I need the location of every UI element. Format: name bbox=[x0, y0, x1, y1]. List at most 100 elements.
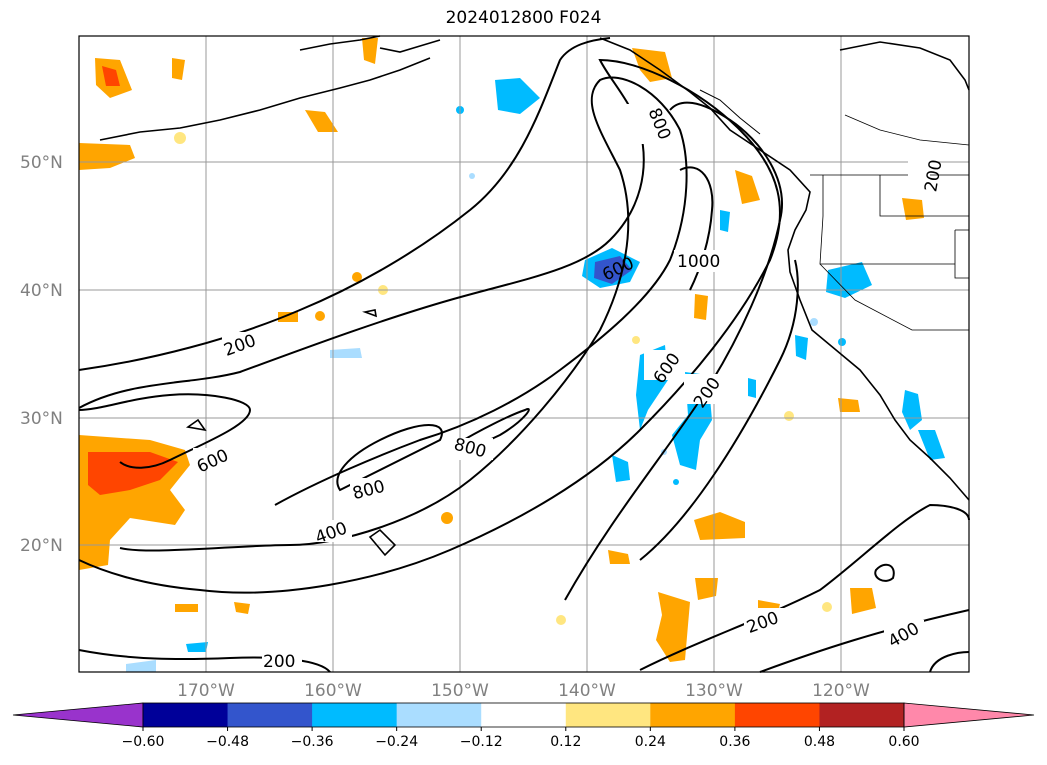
contour-line-800 bbox=[336, 424, 443, 492]
map-frame bbox=[78, 35, 970, 673]
colorbar-tick-label: 0.60 bbox=[888, 734, 919, 750]
anomaly-shading bbox=[79, 38, 945, 672]
contour-line-200 bbox=[639, 259, 799, 561]
contour-label-mask bbox=[744, 608, 786, 630]
colorbar-tick-label: 0.12 bbox=[550, 734, 581, 750]
positive-anomaly-area bbox=[695, 578, 718, 600]
negative-anomaly-area bbox=[720, 210, 730, 232]
negative-anomaly-area bbox=[495, 78, 540, 114]
contour-label-mask bbox=[644, 350, 678, 380]
positive-anomaly-area bbox=[234, 602, 250, 614]
positive-anomaly-area bbox=[694, 294, 708, 320]
colorbar-border bbox=[142, 702, 905, 728]
coastlines bbox=[99, 35, 970, 557]
contour-label-mask bbox=[674, 250, 726, 272]
colorbar-tick-label: 0.48 bbox=[804, 734, 835, 750]
latitude-labels: 50°N 40°N 30°N 20°N bbox=[20, 153, 63, 556]
negative-anomaly-area bbox=[748, 378, 756, 398]
weak-positive-anomaly-area bbox=[822, 602, 832, 612]
island bbox=[185, 418, 207, 432]
contour-label-mask bbox=[193, 448, 229, 468]
positive-anomaly-area bbox=[441, 512, 453, 524]
colorbar-extend-min bbox=[12, 702, 144, 728]
contour-labels: 800 600 1000 200 600 200 600 800 800 400… bbox=[193, 104, 947, 672]
weak-negative-anomaly-area bbox=[810, 318, 818, 326]
colorbar-tick-label: −0.24 bbox=[375, 734, 418, 750]
colorbar-tick-label: −0.48 bbox=[206, 734, 249, 750]
contour-label-mask bbox=[350, 478, 390, 500]
longitude-labels: 170°W 160°W 150°W 140°W 130°W 120°W bbox=[177, 681, 870, 701]
contour-label-mask bbox=[684, 374, 718, 404]
contour-label-mask bbox=[222, 332, 264, 354]
weak-positive-anomaly-area bbox=[632, 336, 640, 344]
aleutian-coast bbox=[99, 57, 431, 141]
positive-anomaly-area bbox=[362, 38, 378, 64]
contour-line-200 bbox=[78, 649, 331, 673]
lon-label-130w: 130°W bbox=[685, 681, 743, 701]
negative-anomaly-area bbox=[795, 335, 808, 360]
lat-label-50n: 50°N bbox=[20, 153, 63, 173]
alaska-coast bbox=[379, 39, 441, 53]
weak-negative-anomaly-area bbox=[126, 660, 156, 672]
strong-positive-anomaly-area bbox=[88, 452, 178, 495]
colorbar-segment bbox=[481, 703, 567, 727]
colorbar-segment bbox=[312, 703, 398, 727]
contour-line-200 bbox=[639, 503, 970, 671]
colorbar-tick-label: 0.36 bbox=[719, 734, 750, 750]
colorbar-tick-label: 0.24 bbox=[635, 734, 666, 750]
graticule bbox=[79, 36, 969, 672]
lon-label-160w: 160°W bbox=[304, 681, 362, 701]
positive-anomaly-area bbox=[656, 592, 690, 662]
weak-negative-anomaly-area bbox=[330, 348, 362, 358]
positive-anomaly-area bbox=[608, 550, 630, 564]
colorbar-segment bbox=[565, 703, 651, 727]
colorbar-segment bbox=[650, 703, 736, 727]
lat-label-30n: 30°N bbox=[20, 409, 63, 429]
weak-positive-anomaly-area bbox=[174, 132, 186, 144]
colorbar: −0.60 −0.48 −0.36 −0.24 −0.12 0.12 0.24 0.36 0.4… bbox=[12, 702, 1035, 750]
negative-anomaly-area bbox=[918, 430, 945, 460]
colorbar-extend-max bbox=[903, 702, 1035, 728]
colorbar-tick-label: −0.36 bbox=[291, 734, 334, 750]
positive-anomaly-area bbox=[172, 58, 185, 80]
contour-line-200 bbox=[929, 651, 970, 673]
strong-negative-anomaly-area bbox=[594, 256, 632, 284]
weak-negative-anomaly-area bbox=[469, 173, 475, 179]
hawaii-islands bbox=[368, 528, 397, 557]
contour-line-400 bbox=[759, 609, 970, 673]
colorbar-segment bbox=[143, 703, 229, 727]
weak-positive-anomaly-area bbox=[784, 411, 794, 421]
lat-label-40n: 40°N bbox=[20, 281, 63, 301]
positive-anomaly-area bbox=[838, 398, 860, 412]
colorbar-segment bbox=[227, 703, 313, 727]
contour-line-200 bbox=[564, 101, 783, 601]
negative-anomaly-area bbox=[902, 390, 922, 430]
state-border bbox=[819, 175, 955, 265]
state-border bbox=[819, 263, 969, 331]
north-america-coast bbox=[599, 37, 970, 501]
lat-label-20n: 20°N bbox=[20, 536, 63, 556]
positive-anomaly-area bbox=[278, 312, 298, 322]
island bbox=[362, 309, 378, 318]
map-title: 2024012800 F024 bbox=[445, 8, 602, 28]
contour-label: 1000 bbox=[677, 252, 720, 272]
contour-label-mask bbox=[622, 104, 658, 144]
negative-anomaly-area bbox=[186, 642, 208, 652]
positive-anomaly-area bbox=[902, 198, 924, 220]
contour-line-400 bbox=[78, 58, 781, 594]
colorbar-segment bbox=[734, 703, 820, 727]
negative-anomaly-area bbox=[612, 455, 630, 482]
colorbar-segment bbox=[396, 703, 482, 727]
colorbar-tick-label: −0.60 bbox=[122, 734, 165, 750]
colorbar-segment bbox=[819, 703, 905, 727]
positive-anomaly-area bbox=[694, 512, 745, 540]
contour-label: 200 bbox=[263, 652, 295, 672]
state-border bbox=[954, 229, 969, 279]
lon-label-170w: 170°W bbox=[177, 681, 235, 701]
positive-anomaly-area bbox=[352, 272, 362, 282]
alaska-coast bbox=[299, 35, 381, 51]
province-border bbox=[844, 114, 970, 146]
positive-anomaly-area bbox=[850, 588, 876, 614]
contour-label-mask bbox=[908, 160, 930, 198]
